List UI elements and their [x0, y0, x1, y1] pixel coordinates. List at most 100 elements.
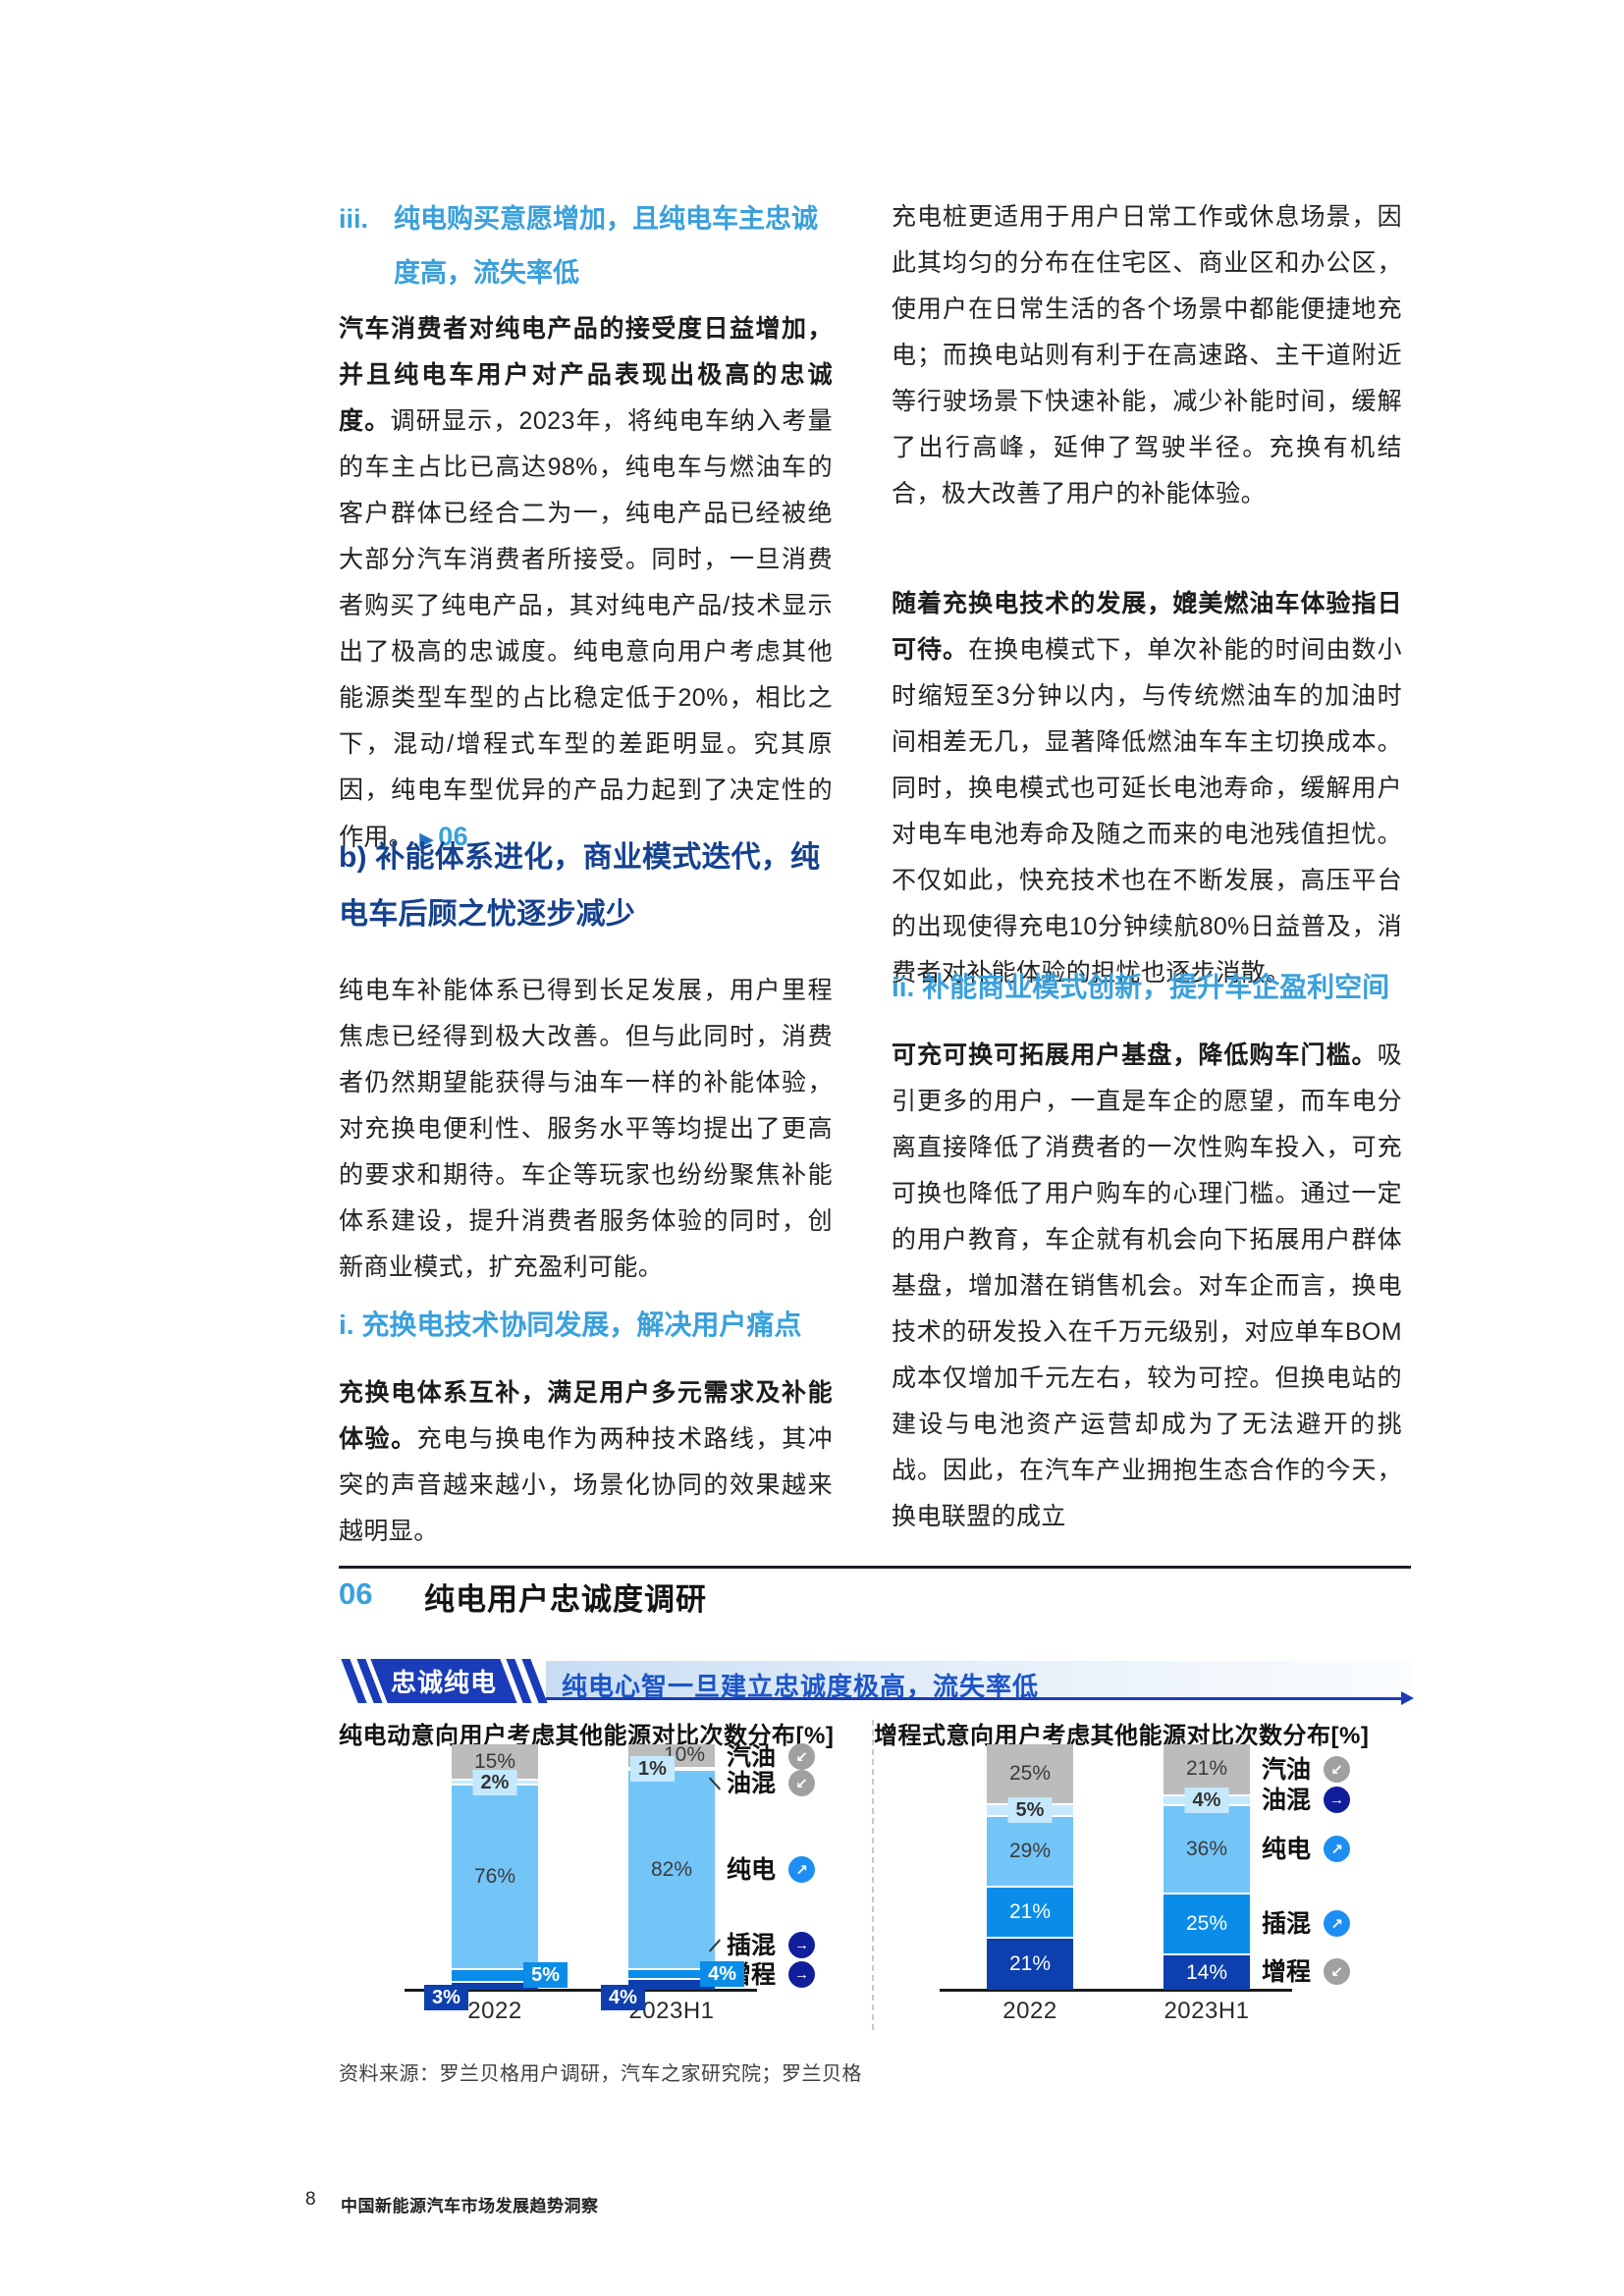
bar-segment-油混: 2%: [452, 1769, 538, 1795]
ribbon-badge-label: 忠诚纯电: [390, 1668, 497, 1697]
legend-label-增程: 增程: [1262, 1958, 1312, 1986]
triangle-right-icon: ▶: [419, 829, 435, 850]
legend-label-油混: 油混: [1262, 1787, 1312, 1814]
segment-value-label: 4%: [601, 1984, 645, 2010]
left-column: iii. 纯电购买意愿增加，且纯电车主忠诚度高，流失率低 汽车消费者对纯电产品的…: [339, 0, 833, 1545]
bar-segment-纯电: 76%: [452, 1786, 538, 1971]
segment-value-label: 25%: [1008, 1761, 1052, 1785]
trend-up-icon: ↗: [788, 1856, 815, 1883]
paragraph-text: 调研显示，2023年，将纯电车纳入考量的车主占比已高达98%，纯电车与燃油车的客…: [339, 407, 833, 851]
segment-value-label: 21%: [1008, 1951, 1052, 1975]
ribbon-underline: [546, 1697, 1403, 1700]
figure-ref-link[interactable]: ▶ 06: [413, 822, 469, 851]
bar-segment-纯电: 82%: [628, 1771, 715, 1971]
figure-ref-number: 06: [438, 822, 469, 851]
segment-value-label: 21%: [1008, 1900, 1052, 1924]
x-axis-line: [405, 1989, 757, 1992]
footer-title: 中国新能源汽车市场发展趋势洞察: [341, 2197, 599, 2216]
paragraph-lead-bold: 随着充换电技术的发展，媲美燃油车体验指日可待。: [892, 590, 1402, 664]
bar-segment-油混: 4%: [1164, 1787, 1250, 1813]
paragraph-text: 充电与换电作为两种技术路线，其冲突的声音越来越小，场景化协同的效果越来越明显。: [339, 1425, 834, 1545]
section-heading-ii: ii. 补能商业模式创新，提升车企盈利空间: [892, 972, 1390, 1002]
heading-number: iii.: [339, 204, 369, 234]
segment-value-label: 3%: [424, 1984, 468, 2010]
section-heading-i: i. 充换电技术协同发展，解决用户痛点: [339, 1309, 802, 1340]
paragraph-text: 吸引更多的用户，一直是车企的愿望，而车电分离直接降低了消费者的一次性购车投入，可…: [892, 1041, 1402, 1530]
trend-down-icon: ↙: [788, 1770, 815, 1796]
trend-down-icon: ↙: [1324, 1756, 1350, 1783]
segment-value-label: 36%: [1185, 1837, 1228, 1860]
x-axis-category-label: 2022: [1002, 1998, 1057, 2024]
trend-flat-icon: →: [788, 1961, 815, 1988]
bar-segment-汽油: 25%: [987, 1744, 1073, 1805]
paragraph-swap-experience: 随着充换电技术的发展，媲美燃油车体验指日可待。在换电模式下，单次补能的时间由数小…: [892, 581, 1402, 996]
bar-segment-插混: 4%: [628, 1961, 744, 1988]
paragraph-energy-system: 纯电车补能体系已得到长足发展，用户里程焦虑已经得到极大改善。但与此同时，消费者仍…: [339, 977, 833, 1281]
paragraph-business-model: 可充可换可拓展用户基盘，降低购车门槛。吸引更多的用户，一直是车企的愿望，而车电分…: [892, 1033, 1402, 1540]
figure-title: 纯电用户忠诚度调研: [424, 1582, 707, 1617]
figure-number: 06: [339, 1576, 373, 1611]
trend-up-icon: ↗: [1324, 1910, 1350, 1937]
legend-label-插混: 插混: [1262, 1910, 1312, 1938]
segment-value-label: 21%: [1185, 1757, 1228, 1781]
chart-erev-intent: 增程式意向用户考虑其他能源对比次数分布[%] 25% 5% 29% 21% 21% 202…: [874, 1716, 1384, 2040]
chart-divider: [872, 1720, 874, 2030]
bar-segment-插混: 25%: [1164, 1894, 1250, 1955]
chart-bev-intent: 纯电动意向用户考虑其他能源对比次数分布[%] 15% 2% 76% 5% 3% 2022 1…: [339, 1716, 849, 2040]
bar-segment-增程: 3%: [424, 1982, 538, 2010]
trend-flat-icon: →: [788, 1932, 815, 1958]
bar-segment-增程: 14%: [1164, 1955, 1250, 1990]
legend-label-纯电: 纯电: [727, 1856, 777, 1884]
bar-segment-纯电: 29%: [987, 1817, 1073, 1889]
paragraph-text: 在换电模式下，单次补能的时间由数小时缩短至3分钟以内，与传统燃油车的加油时间相差…: [892, 636, 1402, 987]
paragraph-loyalty: 汽车消费者对纯电产品的接受度日益增加，并且纯电车用户对产品表现出极高的忠诚度。调…: [339, 306, 833, 863]
paragraph-lead-bold: 汽车消费者对纯电产品的接受度日益增加，并且纯电车用户对产品表现出极高的忠诚度。: [339, 315, 833, 435]
paragraph-charging-pile: 充电桩更适用于用户日常工作或休息场景，因此其均匀的分布在住宅区、商业区和办公区，…: [892, 203, 1402, 507]
bar-segment-油混: 1%: [628, 1755, 715, 1782]
segment-value-label: 4%: [700, 1961, 744, 1988]
stacked-bar-2022: 15% 2% 76% 5% 3%: [424, 1744, 568, 2010]
bar-segment-插混: 21%: [987, 1888, 1073, 1939]
section-heading-iii: iii. 纯电购买意愿增加，且纯电车主忠诚度高，流失率低: [339, 192, 833, 300]
x-axis-line: [940, 1989, 1292, 1992]
figure-top-rule: [339, 1566, 1411, 1569]
trend-flat-icon: →: [1324, 1787, 1350, 1813]
stacked-bar-2023H1: 21% 4% 36% 25% 14%: [1164, 1744, 1250, 1990]
ribbon-band: [546, 1661, 1411, 1700]
page-number: 8: [305, 2189, 316, 2210]
segment-value-label: 76%: [473, 1865, 516, 1889]
trend-down-icon: ↙: [1324, 1958, 1350, 1985]
stacked-bar-2023H1: 10% 1% 82% 4% 4%: [601, 1743, 744, 2010]
segment-value-label: 5%: [1007, 1797, 1053, 1824]
segment-value-label: 82%: [650, 1857, 693, 1881]
x-axis-category-label: 2022: [467, 1998, 522, 2024]
segment-value-label: 1%: [630, 1755, 675, 1782]
segment-value-label: 29%: [1008, 1840, 1052, 1863]
plot-area: 25% 5% 29% 21% 21% 2022 21% 4% 36% 25% 14% 2023H1 汽油…: [874, 1744, 1384, 2024]
plot-area: 15% 2% 76% 5% 3% 2022 10% 1% 82% 4% 4% 2023H1 汽油 ↙ 油混 ↙…: [339, 1743, 849, 2024]
segment-value-label: 15%: [473, 1749, 516, 1773]
segment-value-label: 14%: [1185, 1960, 1228, 1984]
heading-text: 纯电购买意愿增加，且纯电车主忠诚度高，流失率低: [394, 204, 818, 288]
right-column: 充电桩更适用于用户日常工作或休息场景，因此其均匀的分布在住宅区、商业区和办公区，…: [892, 0, 1402, 1531]
segment-value-label: 5%: [523, 1962, 568, 1989]
ribbon-badge: 忠诚纯电: [370, 1659, 517, 1703]
paragraph-charging-swap: 充换电体系互补，满足用户多元需求及补能体验。充电与换电作为两种技术路线，其冲突的…: [339, 1370, 833, 1555]
arrow-right-icon: [1401, 1691, 1414, 1705]
legend-label-纯电: 纯电: [1262, 1836, 1312, 1863]
segment-value-label: 25%: [1185, 1911, 1228, 1935]
chart-title: 增程式意向用户考虑其他能源对比次数分布[%]: [874, 1723, 1370, 1749]
bar-segment-插混: 5%: [452, 1962, 568, 1989]
ribbon-banner-text: 纯电心智一旦建立忠诚度极高，流失率低: [562, 1672, 1040, 1701]
segment-value-label: 2%: [472, 1769, 517, 1795]
legend-label-油混: 油混: [727, 1770, 777, 1797]
bar-segment-增程: 21%: [987, 1939, 1073, 1990]
trend-up-icon: ↗: [1324, 1836, 1350, 1862]
bar-segment-纯电: 36%: [1164, 1805, 1250, 1895]
bar-segment-增程: 4%: [601, 1980, 715, 2010]
section-heading-b: b) 补能体系进化，商业模式迭代，纯电车后顾之忧逐步减少: [339, 841, 821, 931]
segment-value-label: 4%: [1184, 1787, 1229, 1813]
trend-down-icon: ↙: [788, 1743, 815, 1770]
legend-label-插混: 插混: [727, 1932, 777, 1959]
